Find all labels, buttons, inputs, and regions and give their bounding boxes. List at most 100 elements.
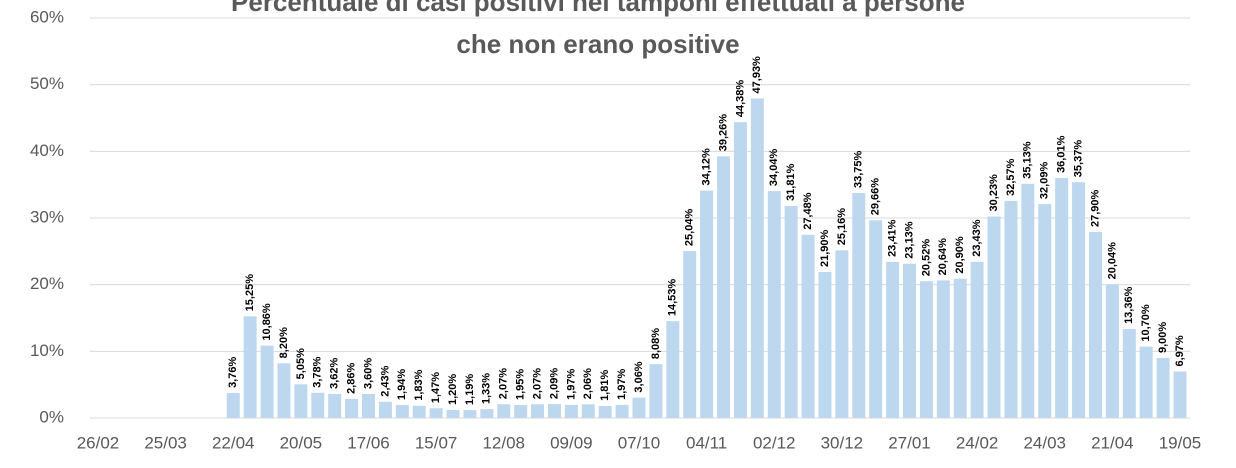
value-label: 20,52% — [920, 239, 932, 277]
chart-title: Percentuale di casi positivi nei tamponi… — [231, 0, 965, 17]
bar — [750, 98, 764, 418]
value-label: 47,93% — [751, 56, 763, 94]
x-tick-label: 26/02 — [77, 433, 120, 452]
x-tick-label: 25/03 — [144, 433, 187, 452]
value-label: 14,53% — [667, 279, 679, 317]
value-label: 9,00% — [1157, 322, 1169, 353]
value-label: 35,37% — [1072, 140, 1084, 178]
bar — [328, 393, 342, 418]
bar — [1156, 358, 1170, 418]
x-tick-label: 19/05 — [1159, 433, 1202, 452]
bar — [886, 261, 900, 418]
x-tick-label: 17/06 — [347, 433, 390, 452]
bar — [226, 392, 240, 418]
value-label: 27,90% — [1089, 189, 1101, 227]
bar — [260, 345, 274, 418]
value-label: 2,43% — [379, 365, 391, 396]
bar — [1004, 200, 1018, 418]
bar — [1122, 328, 1136, 418]
bar — [835, 250, 849, 418]
x-tick-label: 30/12 — [821, 433, 864, 452]
y-tick-label: 30% — [30, 207, 64, 226]
bar — [345, 398, 359, 418]
value-label: 34,04% — [768, 149, 780, 187]
value-label: 23,43% — [971, 219, 983, 257]
value-label: 35,13% — [1022, 141, 1034, 179]
value-label: 20,90% — [954, 236, 966, 274]
bar — [243, 316, 257, 418]
value-label: 2,06% — [582, 368, 594, 399]
x-tick-label: 02/12 — [753, 433, 796, 452]
value-label: 25,16% — [836, 208, 848, 246]
bar — [733, 122, 747, 418]
x-tick-label: 24/03 — [1023, 433, 1066, 452]
value-label: 1,94% — [396, 369, 408, 400]
bar — [1139, 346, 1153, 418]
value-label: 34,12% — [701, 148, 713, 186]
bar — [767, 191, 781, 418]
value-label: 10,86% — [261, 303, 273, 341]
value-label: 8,20% — [278, 327, 290, 358]
bar — [277, 363, 291, 418]
bar — [446, 410, 460, 418]
bar — [1105, 284, 1119, 418]
y-tick-label: 20% — [30, 274, 64, 293]
value-label: 13,36% — [1123, 286, 1135, 324]
bar — [395, 405, 409, 418]
value-label: 25,04% — [684, 209, 696, 247]
x-tick-label: 22/04 — [212, 433, 255, 452]
bar — [953, 278, 967, 418]
bar — [936, 280, 950, 418]
y-tick-label: 10% — [30, 341, 64, 360]
x-tick-label: 21/04 — [1091, 433, 1134, 452]
bar — [598, 405, 612, 418]
bar — [531, 404, 545, 418]
bar — [581, 404, 595, 418]
bar — [683, 251, 697, 418]
value-label: 3,76% — [227, 357, 239, 388]
value-label: 1,81% — [599, 370, 611, 401]
value-label: 2,86% — [346, 363, 358, 394]
value-label: 3,62% — [329, 357, 341, 388]
bar — [294, 384, 308, 418]
bar — [615, 404, 629, 418]
value-label: 32,57% — [1005, 158, 1017, 196]
value-label: 23,41% — [887, 219, 899, 257]
bar — [700, 190, 714, 418]
bar — [970, 261, 984, 418]
bar — [547, 404, 561, 418]
y-tick-label: 50% — [30, 74, 64, 93]
bar — [852, 193, 866, 418]
x-tick-label: 09/09 — [550, 433, 593, 452]
bar — [311, 392, 325, 418]
bar — [1072, 182, 1086, 418]
value-label: 6,97% — [1174, 335, 1186, 366]
bar — [378, 401, 392, 418]
value-label: 1,20% — [447, 374, 459, 405]
bar — [1173, 371, 1187, 418]
value-label: 1,95% — [515, 369, 527, 400]
x-tick-label: 04/11 — [686, 433, 727, 452]
value-label: 44,38% — [734, 80, 746, 118]
bar — [1055, 177, 1069, 418]
value-label: 20,64% — [937, 238, 949, 276]
bar — [987, 216, 1001, 418]
bar — [801, 234, 815, 418]
value-label: 5,05% — [295, 348, 307, 379]
value-label: 1,83% — [413, 369, 425, 400]
value-label: 3,60% — [362, 358, 374, 389]
x-tick-label: 20/05 — [280, 433, 323, 452]
bar — [784, 205, 798, 418]
value-label: 20,04% — [1106, 242, 1118, 280]
value-label: 21,90% — [819, 229, 831, 267]
value-label: 1,97% — [616, 368, 628, 399]
value-label: 3,78% — [312, 356, 324, 387]
y-tick-label: 40% — [30, 141, 64, 160]
value-label: 2,07% — [498, 368, 510, 399]
y-tick-label: 60% — [30, 7, 64, 26]
value-label: 33,75% — [853, 150, 865, 188]
bar — [497, 404, 511, 418]
value-label: 3,06% — [633, 361, 645, 392]
chart-title: che non erano positive — [456, 29, 739, 59]
